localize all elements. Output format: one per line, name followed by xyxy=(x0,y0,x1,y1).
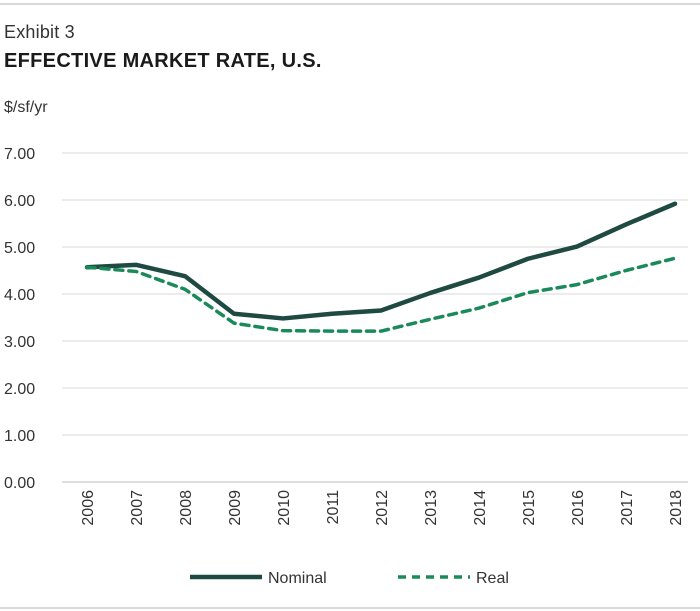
bottom-divider xyxy=(0,607,700,609)
x-tick-label: 2007 xyxy=(129,490,146,526)
x-axis-ticks: 2006 2007 2008 2009 2010 2011 2012 2013 2014 2015… xyxy=(80,490,685,526)
legend-label-nominal: Nominal xyxy=(268,570,327,587)
x-tick-label: 2012 xyxy=(374,490,391,526)
x-tick-label: 2016 xyxy=(570,490,587,526)
y-tick-label: 4.00 xyxy=(4,287,35,304)
x-tick-label: 2010 xyxy=(276,490,293,526)
top-divider xyxy=(0,3,700,5)
series-line-real xyxy=(85,256,677,333)
y-tick-label: 6.00 xyxy=(4,193,35,210)
series-lines xyxy=(84,201,678,333)
x-tick-label: 2006 xyxy=(80,490,97,526)
x-tick-label: 2014 xyxy=(472,490,489,526)
x-tick-label: 2017 xyxy=(619,490,636,526)
y-tick-label: 1.00 xyxy=(4,428,35,445)
x-tick-label: 2013 xyxy=(423,490,440,526)
x-tick-label: 2015 xyxy=(521,490,538,526)
y-axis-unit-label: $/sf/yr xyxy=(4,99,48,116)
legend-label-real: Real xyxy=(476,570,509,587)
y-tick-label: 2.00 xyxy=(4,381,35,398)
y-axis-ticks: 0.00 1.00 2.00 3.00 4.00 5.00 6.00 7.00 xyxy=(4,146,35,492)
legend: Nominal Real xyxy=(190,570,509,587)
series-line-nominal xyxy=(84,201,678,321)
exhibit-label: Exhibit 3 xyxy=(4,22,75,42)
y-tick-label: 3.00 xyxy=(4,334,35,351)
x-tick-label: 2008 xyxy=(178,490,195,526)
gridlines xyxy=(62,152,688,483)
x-tick-label: 2009 xyxy=(227,490,244,526)
x-tick-label: 2018 xyxy=(668,490,685,526)
y-tick-label: 7.00 xyxy=(4,146,35,163)
y-tick-label: 5.00 xyxy=(4,240,35,257)
x-tick-label: 2011 xyxy=(325,490,342,525)
chart-title: EFFECTIVE MARKET RATE, U.S. xyxy=(4,50,322,72)
y-tick-label: 0.00 xyxy=(4,475,35,492)
